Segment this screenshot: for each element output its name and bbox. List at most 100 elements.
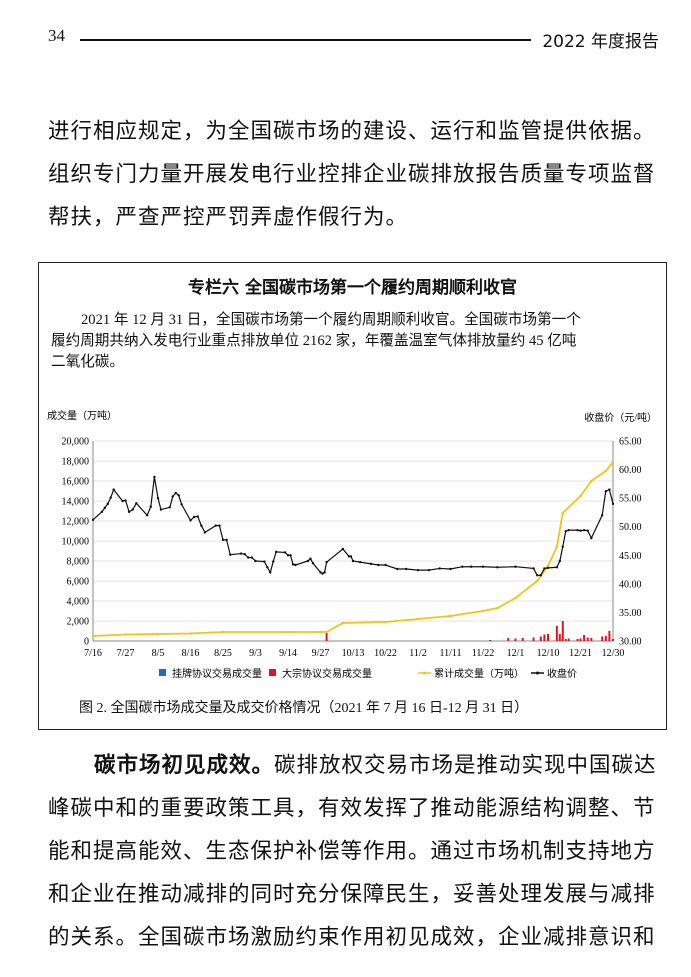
price-point bbox=[177, 494, 180, 497]
y2-tick-label: 65.00 bbox=[619, 437, 642, 448]
block-volume-bar bbox=[576, 639, 579, 641]
price-point bbox=[218, 524, 221, 527]
bottom-paragraph: 碳市场初见成效。碳排放权交易市场是推动实现中国碳达 峰碳中和的重要政策工具，有效… bbox=[48, 744, 662, 959]
price-point bbox=[319, 571, 322, 574]
price-point bbox=[91, 518, 95, 522]
price-point bbox=[214, 524, 217, 527]
price-point bbox=[514, 565, 517, 568]
text-span: 碳排放权交易市场是推动实现中国碳达 bbox=[274, 753, 657, 778]
x-tick-label: 11/22 bbox=[472, 648, 494, 659]
price-point bbox=[608, 488, 611, 491]
price-point bbox=[239, 552, 243, 555]
cumulative-point bbox=[535, 579, 539, 583]
price-point bbox=[481, 565, 485, 568]
price-point bbox=[576, 528, 579, 532]
price-point bbox=[377, 563, 380, 567]
price-point bbox=[384, 563, 387, 567]
price-point bbox=[221, 538, 225, 542]
x-tick-label: 10/13 bbox=[342, 648, 365, 659]
y-axis-title: 成交量（万吨） bbox=[47, 409, 117, 422]
x-tick-label: 8/25 bbox=[214, 648, 232, 659]
cumulative-point bbox=[604, 469, 608, 473]
price-point bbox=[369, 562, 373, 566]
price-point bbox=[558, 559, 562, 563]
text-line: 能和提高能效、生态保护补偿等作用。通过市场机制支持地方 bbox=[48, 839, 656, 864]
price-point bbox=[604, 490, 607, 493]
price-point bbox=[416, 568, 420, 572]
figure-caption: 图 2. 全国碳市场成交量及成交价格情况（2021 年 7 月 16 日-12 … bbox=[79, 701, 529, 716]
text-line: 进行相应规定，为全国碳市场的建设、运行和监管提供依据。 bbox=[48, 119, 656, 144]
x-tick-label: 8/5 bbox=[152, 648, 165, 659]
price-point bbox=[347, 555, 351, 558]
sidebar-box: 专栏六 全国碳市场第一个履约周期顺利收官 2021 年 12 月 31 日，全国… bbox=[38, 262, 667, 730]
block-volume-bar bbox=[586, 637, 589, 641]
cumulative-point bbox=[319, 630, 322, 634]
y-tick-label: 10,000 bbox=[62, 537, 90, 548]
price-point bbox=[469, 565, 473, 568]
text-line: 碳市场初见成效。碳排放权交易市场是推动实现中国碳达 bbox=[48, 744, 662, 787]
price-point bbox=[349, 555, 353, 558]
legend-label: 收盘价 bbox=[547, 667, 577, 680]
cumulative-point bbox=[514, 596, 517, 600]
price-point bbox=[156, 496, 160, 500]
block-volume-bar bbox=[521, 638, 524, 641]
price-point bbox=[247, 556, 250, 559]
y2-tick-label: 30.00 bbox=[619, 637, 642, 648]
block-volume-bar bbox=[555, 626, 558, 641]
price-point bbox=[582, 528, 586, 532]
price-point bbox=[325, 560, 328, 564]
block-volume-bar bbox=[539, 636, 542, 641]
block-volume-bar bbox=[547, 634, 549, 641]
page-number: 34 bbox=[48, 26, 65, 45]
block-volume-bar bbox=[612, 639, 614, 641]
x-tick-label: 7/27 bbox=[117, 648, 135, 659]
top-paragraph: 进行相应规定，为全国碳市场的建设、运行和监管提供依据。 组织专门力量开展发电行业… bbox=[48, 110, 662, 239]
x-tick-label: 12/30 bbox=[602, 648, 625, 659]
legend-swatch bbox=[159, 669, 166, 676]
price-point bbox=[109, 496, 112, 499]
block-volume-bar bbox=[514, 638, 517, 641]
price-point bbox=[359, 560, 362, 564]
price-point bbox=[131, 508, 134, 511]
cumulative-point bbox=[579, 494, 582, 498]
cumulative-point bbox=[325, 630, 328, 634]
price-point bbox=[555, 566, 559, 569]
block-volume-bar bbox=[543, 634, 546, 641]
y2-tick-label: 50.00 bbox=[619, 522, 642, 533]
cumulative-point bbox=[124, 633, 127, 636]
price-point bbox=[586, 529, 589, 532]
price-point bbox=[438, 567, 441, 570]
price-point bbox=[180, 503, 183, 506]
block-volume-bar bbox=[579, 638, 582, 641]
cumulative-point bbox=[561, 511, 565, 515]
price-point bbox=[294, 563, 297, 567]
price-point bbox=[171, 495, 174, 498]
text-line: 的关系。全国碳市场激励约束作用初见成效，企业减排意识和 bbox=[48, 925, 656, 950]
x-tick-label: 9/3 bbox=[249, 648, 262, 659]
header-rule bbox=[80, 39, 531, 41]
price-point bbox=[286, 554, 290, 557]
cumulative-point bbox=[546, 564, 550, 568]
legend-label: 大宗协议交易成交量 bbox=[282, 667, 372, 680]
price-point bbox=[543, 567, 546, 570]
y-tick-label: 0 bbox=[84, 637, 89, 648]
price-point bbox=[250, 556, 254, 559]
y2-tick-label: 60.00 bbox=[619, 465, 642, 476]
cumulative-point bbox=[481, 609, 485, 613]
text-line: 组织专门力量开展发电行业控排企业碳排放报告质量专项监督 bbox=[48, 162, 656, 187]
price-point bbox=[449, 567, 452, 571]
lead-heading: 碳市场初见成效。 bbox=[94, 753, 275, 778]
y-tick-label: 2,000 bbox=[67, 617, 90, 628]
box-text: 2021 年 12 月 31 日，全国碳市场第一个履约周期顺利收官。全国碳市场第… bbox=[51, 310, 656, 373]
price-point bbox=[106, 502, 109, 506]
price-point bbox=[611, 502, 615, 506]
cumulative-point bbox=[611, 460, 615, 464]
cumulative-point bbox=[590, 479, 593, 483]
text-line: 峰碳中和的重要政策工具，有效发挥了推动能源结构调整、节 bbox=[48, 796, 656, 821]
text-line: 帮扶，严查严控严罚弄虚作假行为。 bbox=[48, 205, 409, 230]
y2-tick-label: 45.00 bbox=[619, 551, 642, 562]
price-point bbox=[311, 562, 315, 565]
block-volume-bar bbox=[590, 638, 593, 641]
block-volume-bar bbox=[604, 636, 607, 641]
price-point bbox=[124, 499, 127, 502]
